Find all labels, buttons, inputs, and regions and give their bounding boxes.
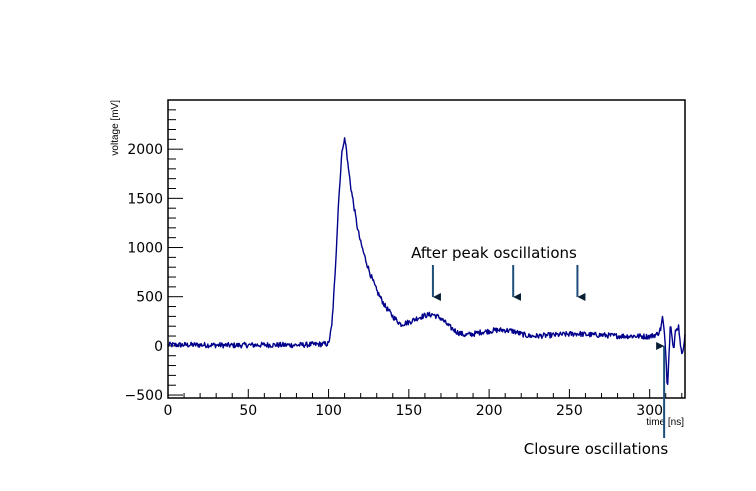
plot-frame	[167, 99, 686, 399]
y-tick-label: 0	[154, 339, 163, 355]
annotation-after-peak-oscillations: After peak oscillations	[411, 244, 577, 262]
x-tick-label: 150	[395, 403, 422, 419]
annotations-layer: After peak oscillations Closure oscillat…	[411, 244, 668, 458]
x-tick-label: 100	[315, 403, 342, 419]
annotation-closure-oscillations: Closure oscillations	[524, 440, 669, 458]
x-tick-label: 250	[556, 403, 583, 419]
y-tick-label: 500	[136, 290, 163, 306]
x-axis-title: time [ns]	[646, 417, 684, 428]
y-tick-label: 1500	[127, 191, 163, 207]
x-tick-label: 50	[239, 403, 257, 419]
series-layer	[167, 137, 686, 385]
y-tick-label: 2000	[127, 142, 163, 158]
ticks-layer	[167, 99, 683, 398]
x-tick-label: 300	[636, 403, 663, 419]
y-tick-label: 1000	[127, 241, 163, 257]
y-axis-title: voltage [mV]	[110, 100, 121, 156]
x-tick-label: 200	[476, 403, 503, 419]
series-line-0	[167, 137, 686, 385]
x-tick-label: 0	[164, 403, 173, 419]
y-tick-label: −500	[125, 388, 163, 404]
